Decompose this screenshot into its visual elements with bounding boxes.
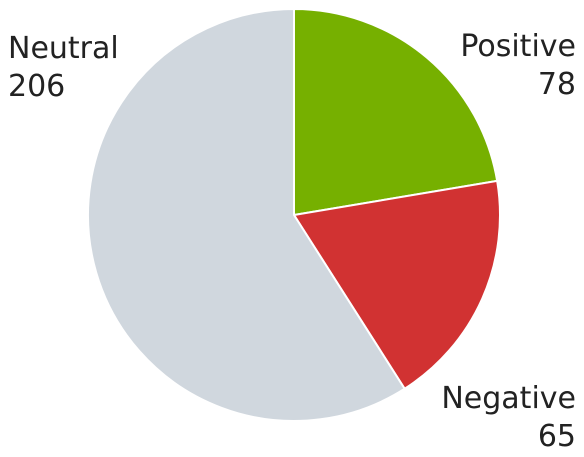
label-neutral: Neutral 206 bbox=[8, 30, 119, 106]
label-positive: Positive 78 bbox=[460, 28, 576, 104]
label-positive-name: Positive bbox=[460, 29, 576, 64]
pie-slice-neutral bbox=[86, 7, 407, 422]
label-negative-value: 65 bbox=[537, 419, 576, 454]
label-neutral-name: Neutral bbox=[8, 31, 119, 66]
label-positive-value: 78 bbox=[537, 67, 576, 102]
pie-slice-negative bbox=[292, 179, 501, 391]
label-negative-name: Negative bbox=[441, 381, 576, 416]
label-negative: Negative 65 bbox=[441, 380, 576, 456]
label-neutral-value: 206 bbox=[8, 69, 66, 104]
pie-slice-positive bbox=[293, 7, 499, 217]
